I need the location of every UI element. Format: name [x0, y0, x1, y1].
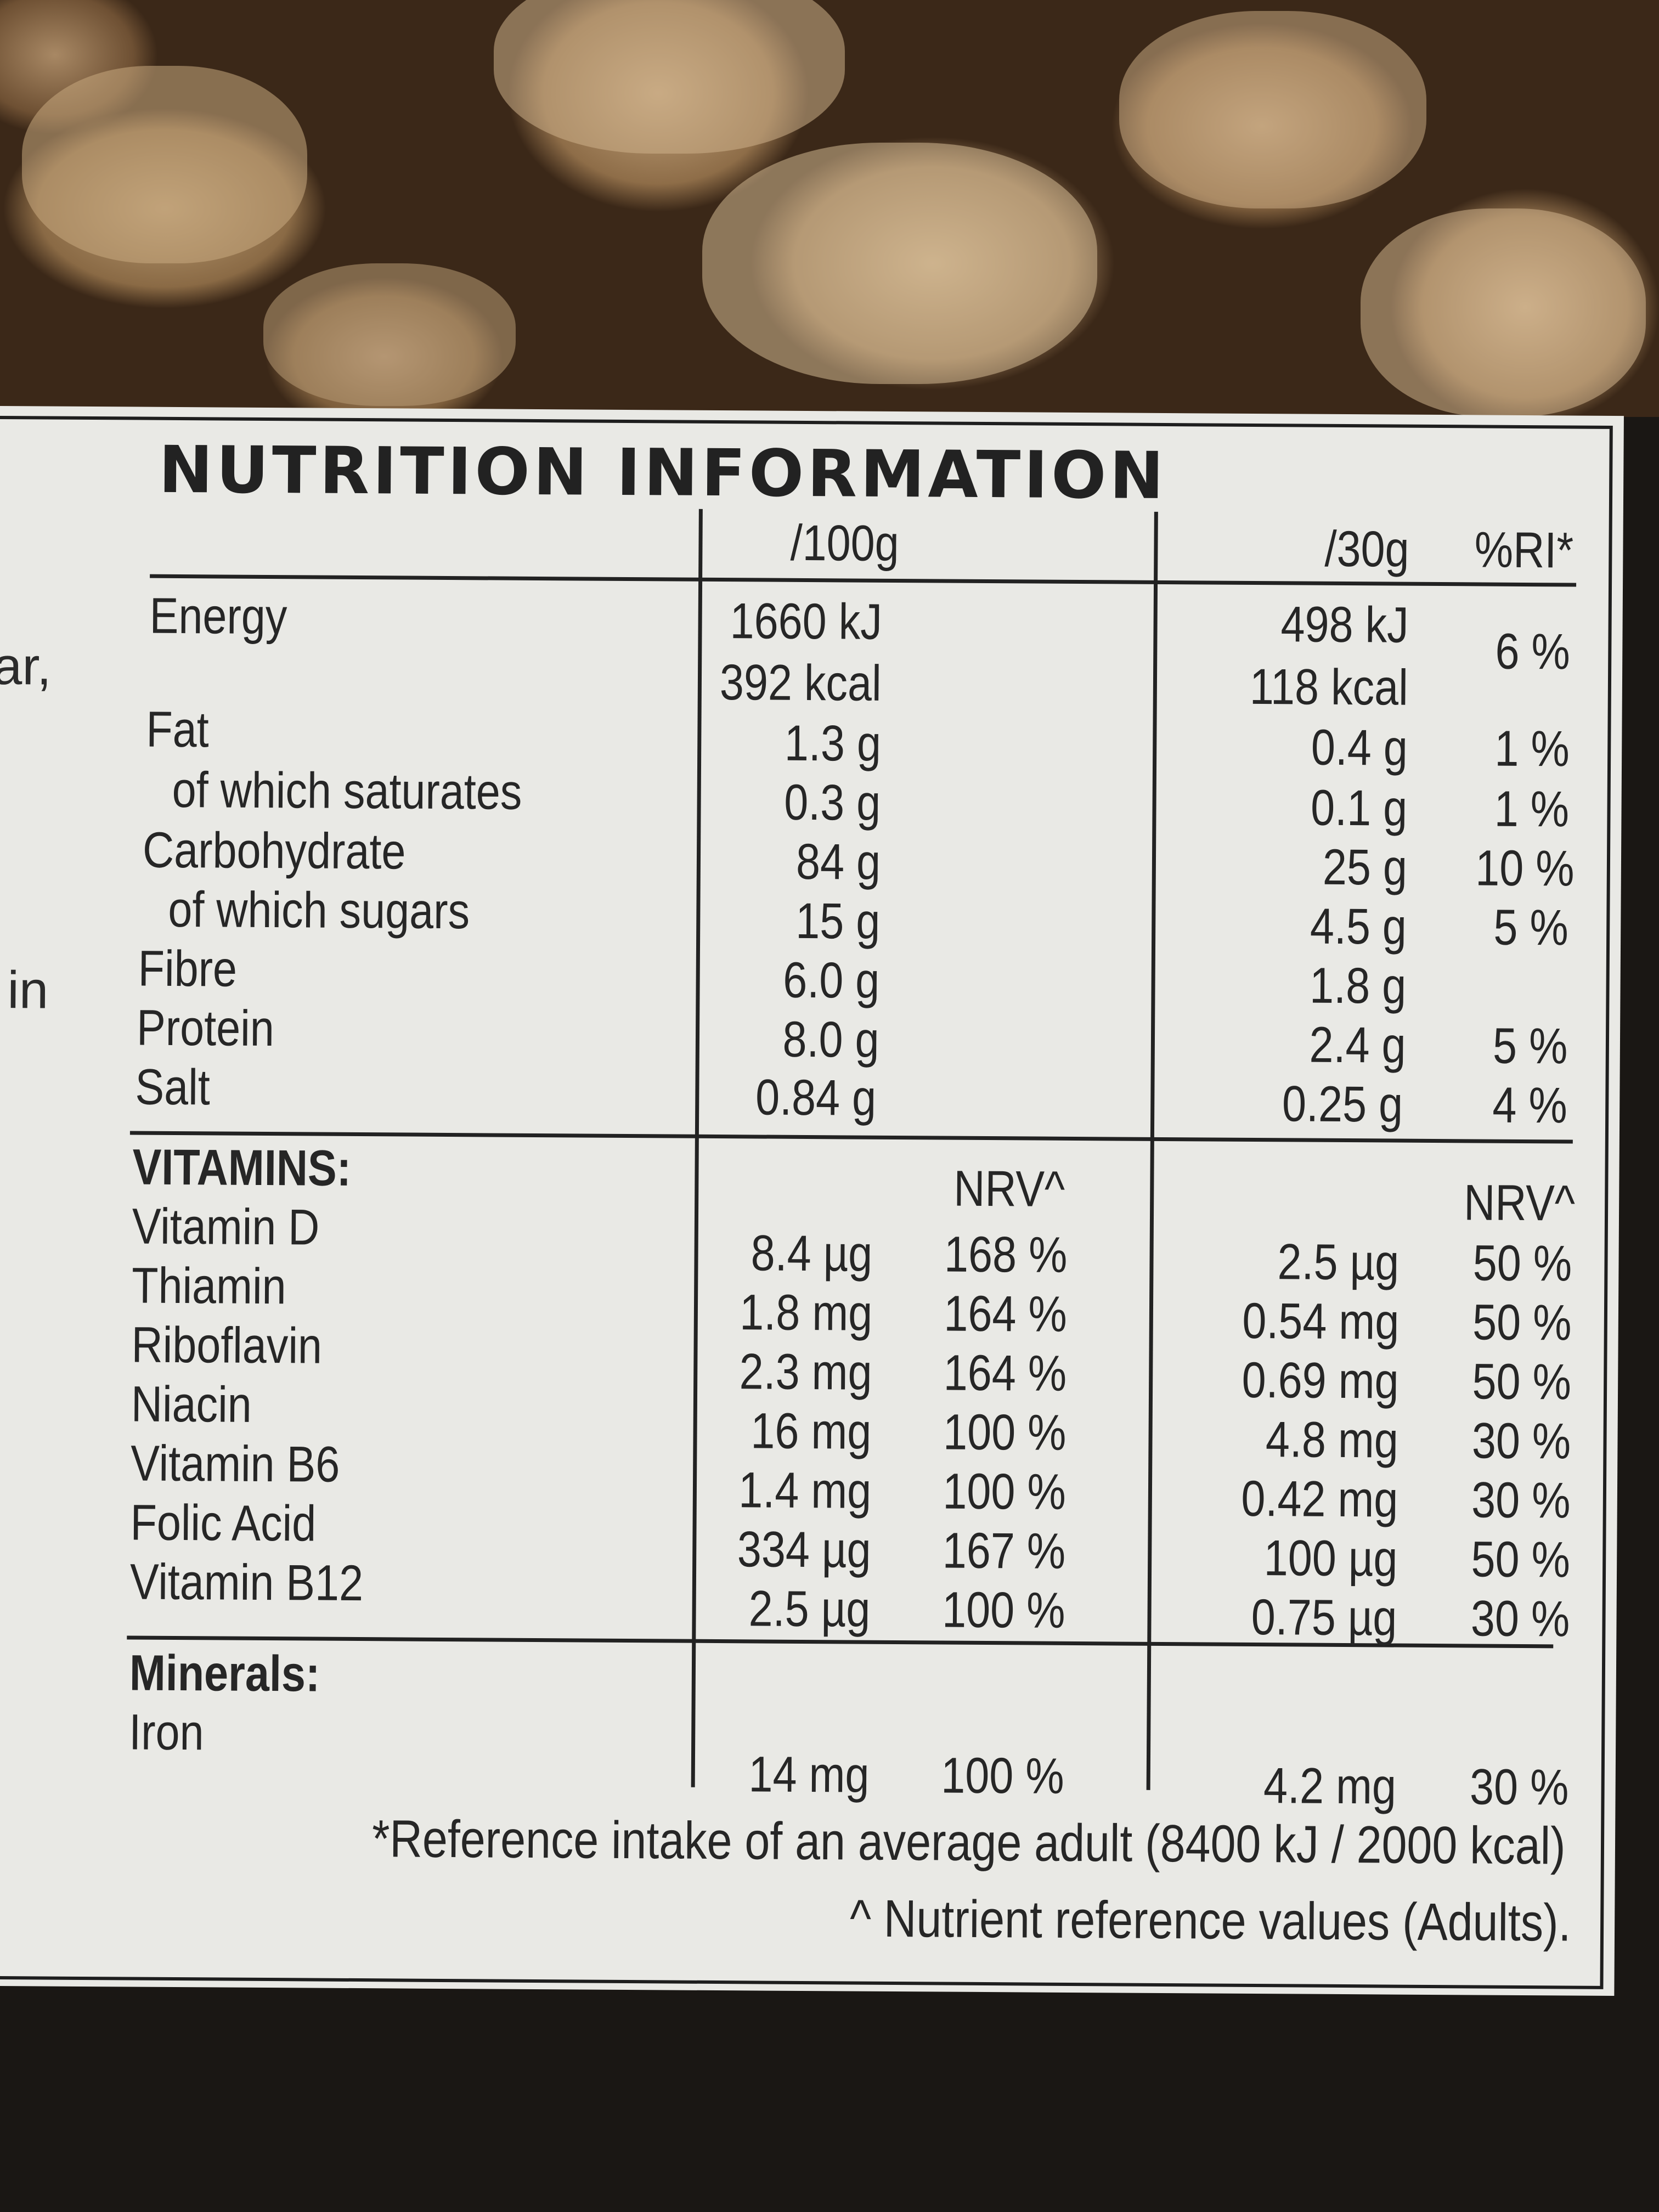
vitamin-per30: 4.8 mg — [1265, 1412, 1398, 1469]
vitamin-per30: 2.5 µg — [1277, 1234, 1400, 1291]
vitamin-name: Folic Acid — [130, 1494, 317, 1552]
nutrient-name: Carbohydrate — [142, 822, 406, 880]
nutrient-name: Fibre — [138, 940, 238, 997]
vitamin-nrv100: 164 % — [943, 1345, 1067, 1402]
mineral-per100: 14 mg — [748, 1746, 870, 1803]
nutrient-per100: 1660 kJ — [730, 593, 882, 650]
vitamin-nrv100: 164 % — [944, 1285, 1068, 1342]
mineral-nrv100: 100 % — [941, 1747, 1065, 1804]
cropped-text-fragment: in — [7, 961, 49, 1020]
nutrient-per30: 25 g — [1322, 839, 1408, 896]
vitamin-name: Thiamin — [131, 1257, 286, 1315]
vitamin-name: Niacin — [131, 1376, 252, 1433]
nutrient-name: Salt — [135, 1059, 211, 1116]
nutrient-per100: 15 g — [795, 893, 881, 950]
mineral-nrv30: 30 % — [1470, 1759, 1569, 1816]
vitamin-name: Vitamin B6 — [130, 1435, 340, 1493]
nutrient-ri: 5 % — [1493, 1018, 1568, 1075]
mineral-per30: 4.2 mg — [1263, 1758, 1396, 1815]
footnote-nrv: ^ Nutrient reference values (Adults). — [849, 1889, 1571, 1953]
nutrient-name: of which sugars — [168, 881, 470, 940]
vitamin-nrv100: 100 % — [943, 1463, 1066, 1520]
vitamins-heading: VITAMINS: — [132, 1139, 352, 1197]
nutrient-per100: 6.0 g — [783, 952, 880, 1009]
vitamin-per30: 0.42 mg — [1240, 1470, 1398, 1528]
vitamin-per100: 16 mg — [751, 1403, 872, 1460]
vitamin-name: Vitamin D — [132, 1198, 320, 1256]
nutrient-per100: 0.3 g — [784, 774, 881, 831]
vitamin-per100: 2.3 mg — [739, 1344, 872, 1401]
cereal-photo — [0, 0, 1659, 417]
nutrient-per30: 0.1 g — [1311, 780, 1408, 837]
header-ri: %RI* — [1474, 522, 1574, 579]
vitamin-per30: 0.69 mg — [1241, 1352, 1399, 1409]
vitamin-per30: 0.54 mg — [1242, 1293, 1400, 1350]
vitamin-nrv30: 30 % — [1471, 1413, 1571, 1470]
vitamin-nrv100: 100 % — [943, 1404, 1066, 1461]
nutrient-name: Energy — [149, 588, 287, 645]
vitamin-name: Vitamin B12 — [129, 1554, 364, 1612]
minerals-heading: Minerals: — [129, 1645, 320, 1702]
nutrient-ri: 5 % — [1493, 899, 1569, 956]
nutrient-per100: 8.0 g — [782, 1011, 880, 1068]
vitamin-nrv30: 50 % — [1472, 1294, 1572, 1351]
vitamin-nrv30: 50 % — [1471, 1531, 1571, 1588]
vitamin-per100: 1.4 mg — [738, 1462, 872, 1519]
nutrition-panel: ar, in NUTRITION INFORMATION /100g /30g … — [0, 406, 1624, 1996]
nrv-label-30g: NRV^ — [1464, 1175, 1576, 1232]
footnote-ri: *Reference intake of an average adult (8… — [372, 1809, 1566, 1876]
nutrient-ri: 1 % — [1494, 720, 1570, 777]
vitamin-nrv100: 168 % — [944, 1226, 1068, 1283]
vitamin-nrv100: 100 % — [941, 1582, 1065, 1639]
vitamin-nrv30: 50 % — [1472, 1235, 1572, 1292]
nutrient-per30: 118 kcal — [1249, 658, 1409, 716]
nutrient-ri: 6 % — [1495, 623, 1571, 680]
nrv-label-100g: NRV^ — [953, 1160, 1065, 1217]
vitamin-nrv30: 50 % — [1472, 1353, 1572, 1410]
vitamin-nrv30: 30 % — [1471, 1472, 1571, 1529]
nutrient-per30: 0.4 g — [1311, 719, 1408, 776]
vitamin-per100: 2.5 µg — [748, 1581, 871, 1638]
nutrient-ri: 1 % — [1494, 781, 1570, 838]
nutrient-per100: 392 kcal — [719, 654, 882, 712]
nutrient-per30: 0.25 g — [1282, 1076, 1403, 1133]
nutrient-per30: 4.5 g — [1310, 898, 1407, 955]
vitamin-name: Riboflavin — [131, 1317, 323, 1374]
mineral-name: Iron — [128, 1704, 204, 1761]
vitamin-per100: 334 µg — [737, 1521, 871, 1578]
vitamin-nrv100: 167 % — [942, 1522, 1066, 1579]
vitamin-per100: 1.8 mg — [739, 1284, 873, 1341]
nutrient-per30: 1.8 g — [1310, 957, 1407, 1014]
vitamin-per30: 100 µg — [1263, 1530, 1398, 1587]
nutrient-name: Fat — [146, 701, 210, 758]
header-per-30g: /30g — [1324, 521, 1409, 578]
nutrient-ri: 10 % — [1475, 840, 1575, 897]
cropped-text-fragment: ar, — [0, 636, 52, 696]
nutrient-per30: 498 kJ — [1280, 596, 1409, 653]
nutrient-per100: 1.3 g — [784, 715, 882, 772]
vitamin-per100: 8.4 µg — [751, 1225, 873, 1282]
panel-title: NUTRITION INFORMATION — [158, 431, 1167, 514]
nutrient-per100: 0.84 g — [755, 1069, 877, 1126]
vitamin-nrv30: 30 % — [1470, 1590, 1570, 1647]
nutrient-per100: 84 g — [795, 833, 881, 890]
nutrient-ri: 4 % — [1492, 1077, 1568, 1134]
header-per-100g: /100g — [790, 515, 899, 572]
nutrient-per30: 2.4 g — [1309, 1017, 1407, 1074]
vitamin-per30: 0.75 µg — [1251, 1589, 1397, 1646]
nutrient-name: Protein — [136, 1000, 275, 1057]
nutrient-name: of which saturates — [172, 761, 522, 820]
